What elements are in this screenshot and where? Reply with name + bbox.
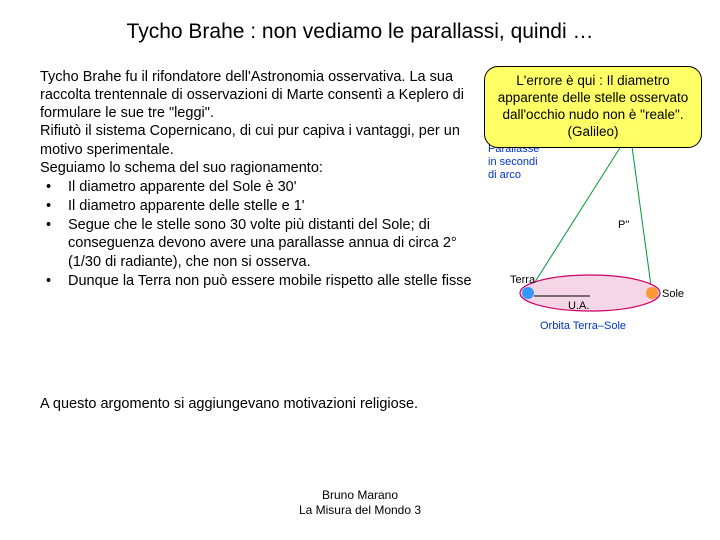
body-text: Tycho Brahe fu il rifondatore dell'Astro… (40, 68, 490, 291)
svg-text:U.A.: U.A. (568, 300, 589, 312)
bullet-list: Il diametro apparente del Sole è 30' Il … (40, 178, 490, 291)
author-name: Bruno Marano (0, 488, 720, 503)
author-block: Bruno Marano La Misura del Mondo 3 (0, 488, 720, 518)
svg-text:P": P" (618, 219, 629, 231)
slide-title: Tycho Brahe : non vediamo le parallassi,… (0, 20, 720, 44)
footer-paragraph: A questo argomento si aggiungevano motiv… (40, 395, 470, 413)
bullet-item: (1/30 di radiante), che non si osserva. (40, 253, 490, 271)
paragraph-2: Rifiutò il sistema Copernicano, di cui p… (40, 122, 490, 158)
bullet-item: Il diametro apparente delle stelle e 1' (40, 197, 490, 215)
bullet-item: Segue che le stelle sono 30 volte più di… (40, 216, 490, 252)
svg-text:Terra: Terra (510, 274, 536, 286)
bullet-item: Il diametro apparente del Sole è 30' (40, 178, 490, 196)
author-subtitle: La Misura del Mondo 3 (0, 503, 720, 518)
callout-bubble: L'errore è qui : Il diametro apparente d… (484, 66, 702, 148)
paragraph-3: Seguiamo lo schema del suo ragionamento: (40, 159, 490, 177)
paragraph-1: Tycho Brahe fu il rifondatore dell'Astro… (40, 68, 490, 122)
svg-text:Sole: Sole (662, 288, 684, 300)
svg-text:Orbita Terra–Sole: Orbita Terra–Sole (540, 320, 626, 332)
bullet-item: Dunque la Terra non può essere mobile ri… (40, 272, 490, 290)
